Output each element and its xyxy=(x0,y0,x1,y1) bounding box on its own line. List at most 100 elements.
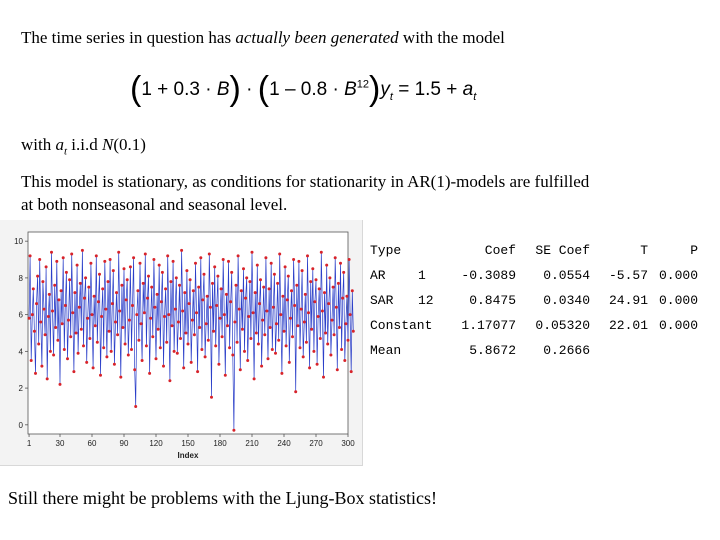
data-point xyxy=(143,252,147,256)
data-point xyxy=(318,337,322,340)
x-axis-label: Index xyxy=(178,451,199,460)
eq-exponent: 12 xyxy=(356,78,370,91)
cell-t: -5.57 xyxy=(608,268,648,283)
data-point xyxy=(326,342,330,346)
data-point xyxy=(89,261,93,265)
x-tick-label: 240 xyxy=(277,439,291,448)
data-point xyxy=(339,261,342,265)
data-point xyxy=(342,270,346,274)
data-point xyxy=(229,300,233,304)
data-point xyxy=(158,346,162,350)
data-point xyxy=(75,263,79,267)
data-point xyxy=(190,318,194,322)
data-point xyxy=(282,329,286,333)
data-point xyxy=(302,320,306,324)
eq-term-2: 1 – 0.8 · xyxy=(269,79,345,100)
data-point xyxy=(32,329,36,333)
data-point xyxy=(159,300,163,304)
data-point xyxy=(54,326,58,329)
data-point xyxy=(315,362,319,366)
cell-t: 22.01 xyxy=(608,318,648,333)
data-point xyxy=(297,259,301,263)
data-point xyxy=(207,252,211,256)
data-point xyxy=(154,357,158,361)
y-tick-label: 8 xyxy=(19,274,24,283)
data-point xyxy=(248,280,252,284)
cell-p: 0.000 xyxy=(658,318,698,333)
data-point xyxy=(245,276,249,280)
x-tick-label: 120 xyxy=(149,439,163,448)
data-point xyxy=(278,252,282,256)
y-tick-label: 6 xyxy=(19,311,24,320)
header-type: Type xyxy=(370,243,402,258)
data-point xyxy=(147,274,150,278)
data-point xyxy=(235,340,239,344)
data-point xyxy=(239,289,243,293)
data-point xyxy=(298,346,302,350)
data-point xyxy=(63,304,67,307)
data-point xyxy=(73,291,77,295)
data-point xyxy=(66,357,69,361)
data-point xyxy=(277,338,281,342)
data-point xyxy=(67,318,70,322)
data-point xyxy=(327,302,331,306)
data-point xyxy=(79,327,83,331)
data-point xyxy=(334,305,338,309)
x-tick-label: 180 xyxy=(213,439,227,448)
data-point xyxy=(294,390,298,394)
data-point xyxy=(347,258,351,261)
eq-a: a xyxy=(462,79,474,100)
data-point xyxy=(91,366,95,370)
data-point xyxy=(100,315,104,318)
data-point xyxy=(208,305,212,309)
data-point xyxy=(186,342,190,346)
eq-term-1: 1 + 0.3 · xyxy=(141,79,217,100)
data-point xyxy=(194,261,197,265)
eq-backshift-2: B xyxy=(344,79,357,100)
data-point xyxy=(249,337,253,340)
data-point xyxy=(105,355,109,359)
data-point xyxy=(295,283,299,287)
data-point xyxy=(198,326,202,329)
data-point xyxy=(192,333,196,337)
header-t: T xyxy=(640,243,648,258)
intro-lead: The time series in question has xyxy=(21,28,236,47)
data-point xyxy=(230,270,234,274)
data-point xyxy=(94,254,98,258)
data-point xyxy=(343,359,347,362)
data-point xyxy=(69,335,73,339)
cell-type: AR xyxy=(370,268,386,283)
data-point xyxy=(127,318,131,322)
data-point xyxy=(83,296,86,300)
data-point xyxy=(284,344,288,348)
data-point xyxy=(101,287,105,291)
data-point xyxy=(38,258,42,261)
data-point xyxy=(52,353,56,357)
data-point xyxy=(240,327,244,331)
coefficient-table: Type Coef SE Coef T P AR 1 -0.3089 0.055… xyxy=(370,243,698,368)
data-point xyxy=(332,333,336,337)
data-point xyxy=(201,298,205,302)
data-point xyxy=(215,304,219,307)
paren-open-1: ( xyxy=(130,70,142,108)
data-point xyxy=(130,348,133,351)
data-point xyxy=(95,340,99,344)
data-point xyxy=(217,362,221,366)
data-point xyxy=(116,333,120,337)
noise-t: t xyxy=(63,145,68,158)
data-point xyxy=(31,287,35,291)
data-point xyxy=(169,280,173,284)
data-point xyxy=(157,263,161,267)
data-point xyxy=(156,327,160,331)
data-point xyxy=(195,311,198,315)
eq-y-sub: t xyxy=(389,91,393,103)
data-point xyxy=(104,307,108,311)
data-point xyxy=(250,250,254,254)
cell-coef: 5.8672 xyxy=(469,343,516,358)
data-point xyxy=(238,368,242,372)
data-point xyxy=(102,346,106,350)
paren-open-2: ( xyxy=(257,70,270,108)
data-point xyxy=(123,342,127,346)
data-point xyxy=(163,315,166,318)
data-point xyxy=(341,296,345,300)
